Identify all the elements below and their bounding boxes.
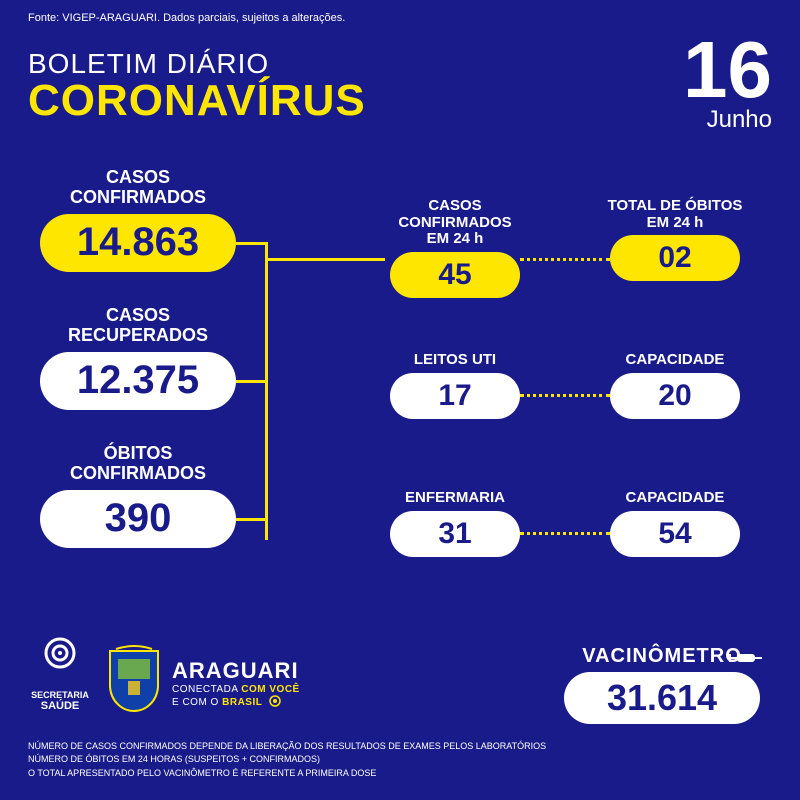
footnote: O TOTAL APRESENTADO PELO VACINÔMETRO É R… xyxy=(28,767,546,781)
pair-label: EM 24 h xyxy=(647,214,704,231)
pair-value-pill: 20 xyxy=(610,373,740,419)
pair-value-pill: 02 xyxy=(610,235,740,281)
pair-capacidade-uti: CAPACIDADE 20 xyxy=(590,352,760,419)
stat-label: CONFIRMADOS xyxy=(70,463,206,483)
stat-obitos-confirmados: ÓBITOS CONFIRMADOS 390 xyxy=(40,444,236,548)
footnotes: NÚMERO DE CASOS CONFIRMADOS DEPENDE DA L… xyxy=(28,740,546,781)
connector-line xyxy=(265,242,268,540)
pair-value: 45 xyxy=(438,258,471,292)
connector-line xyxy=(265,258,385,261)
pair-value: 54 xyxy=(658,517,691,551)
footnote: NÚMERO DE CASOS CONFIRMADOS DEPENDE DA L… xyxy=(28,740,546,754)
stat-value-pill: 390 xyxy=(40,490,236,548)
connector-dots xyxy=(520,532,610,535)
pair-value-pill: 17 xyxy=(390,373,520,419)
pair-value: 31 xyxy=(438,517,471,551)
stat-label: CASOS xyxy=(106,305,170,325)
target-icon xyxy=(269,695,281,707)
city-sub-em: COM VOCÊ xyxy=(241,684,299,695)
connector-line xyxy=(236,518,268,521)
stat-label: ÓBITOS xyxy=(104,443,173,463)
stat-value-pill: 14.863 xyxy=(40,214,236,272)
pair-casos-24h: CASOS CONFIRMADOS EM 24 h 45 xyxy=(370,198,540,298)
pair-leitos-uti: LEITOS UTI 17 xyxy=(370,352,540,419)
pair-value-pill: 54 xyxy=(610,511,740,557)
header: BOLETIM DIÁRIO CORONAVÍRUS xyxy=(28,48,366,126)
secretaria-label: SECRETARIA xyxy=(31,690,89,700)
pair-value: 20 xyxy=(658,379,691,413)
pair-value: 17 xyxy=(438,379,471,413)
city-name: ARAGUARI xyxy=(172,658,300,684)
vacinometro-label: VACINÔMETRO xyxy=(582,645,742,667)
pair-label: ENFERMARIA xyxy=(405,489,505,506)
city-sub-em: BRASIL xyxy=(222,697,262,708)
date-block: 16 Junho xyxy=(683,30,772,134)
pair-label: LEITOS UTI xyxy=(414,351,496,368)
stat-label: RECUPERADOS xyxy=(68,325,208,345)
stat-casos-recuperados: CASOS RECUPERADOS 12.375 xyxy=(40,306,236,410)
vacinometro: VACINÔMETRO 31.614 xyxy=(564,645,760,724)
pair-label: CAPACIDADE xyxy=(626,489,725,506)
vacinometro-pill: 31.614 xyxy=(564,672,760,724)
header-title: CORONAVÍRUS xyxy=(28,76,366,126)
stat-label: CONFIRMADOS xyxy=(70,187,206,207)
stat-value-pill: 12.375 xyxy=(40,352,236,410)
city-sub: E COM O xyxy=(172,697,222,708)
source-text: Fonte: VIGEP-ARAGUARI. Dados parciais, s… xyxy=(28,12,345,24)
stat-value: 390 xyxy=(105,496,172,541)
pair-label: EM 24 h xyxy=(427,230,484,247)
city-text: ARAGUARI CONECTADA COM VOCÊ E COM O BRAS… xyxy=(172,658,300,708)
city-crest-icon xyxy=(106,645,162,718)
stat-value: 14.863 xyxy=(77,220,199,265)
stat-label: CASOS xyxy=(106,167,170,187)
stat-value: 12.375 xyxy=(77,358,199,403)
connector-line xyxy=(236,242,268,245)
pair-capacidade-enfermaria: CAPACIDADE 54 xyxy=(590,490,760,557)
pair-label: TOTAL DE ÓBITOS xyxy=(608,197,743,214)
pair-enfermaria: ENFERMARIA 31 xyxy=(370,490,540,557)
vacinometro-value: 31.614 xyxy=(607,677,717,719)
stat-casos-confirmados: CASOS CONFIRMADOS 14.863 xyxy=(40,168,236,272)
connector-line xyxy=(236,380,268,383)
secretaria-icon xyxy=(28,631,92,695)
secretaria-label: SAÚDE xyxy=(41,700,80,712)
pair-value-pill: 45 xyxy=(390,252,520,298)
pair-value: 02 xyxy=(658,241,691,275)
city-sub: CONECTADA xyxy=(172,684,241,695)
syringe-icon xyxy=(726,639,766,679)
secretaria-logo: SECRETARIA SAÚDE xyxy=(28,631,92,712)
pair-label: CAPACIDADE xyxy=(626,351,725,368)
connector-dots xyxy=(520,394,610,397)
pair-label: CASOS CONFIRMADOS xyxy=(398,197,511,231)
pair-value-pill: 31 xyxy=(390,511,520,557)
footnote: NÚMERO DE ÓBITOS EM 24 HORAS (SUSPEITOS … xyxy=(28,753,546,767)
pair-obitos-24h: TOTAL DE ÓBITOS EM 24 h 02 xyxy=(590,198,760,281)
date-day: 16 xyxy=(683,30,772,110)
connector-dots xyxy=(520,258,610,261)
